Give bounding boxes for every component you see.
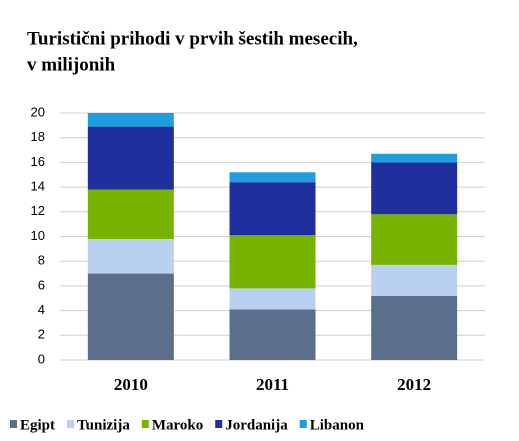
y-tick-label: 8 [38,253,45,268]
bar-segment [87,126,174,190]
bar-segment [229,182,316,236]
bar-segment [371,214,458,265]
legend-label: Jordanija [225,417,288,433]
chart-subtitle: v milijonih [27,54,116,75]
bar-segment [371,264,458,296]
y-tick-label: 10 [31,228,45,243]
legend-label: Egipt [20,417,55,433]
x-tick-label: 2012 [397,375,431,394]
legend-swatch [215,420,223,428]
legend-swatch [299,420,307,428]
bar-segment [229,235,316,289]
bar-segment [371,153,458,163]
y-tick-label: 12 [31,203,45,218]
legend-swatch [141,420,149,428]
bar-segment [229,288,316,310]
y-tick-label: 16 [31,154,45,169]
legend-label: Libanon [310,417,365,433]
bar-segment [87,238,174,274]
y-tick-label: 2 [38,327,45,342]
y-tick-label: 20 [31,104,45,119]
chart-title: Turistični prihodi v prvih šestih meseci… [27,28,358,49]
y-tick-label: 18 [31,129,45,144]
bar-segment [87,273,174,360]
bar-segment [371,295,458,360]
legend-label: Tunizija [77,417,130,433]
x-tick-label: 2011 [256,375,289,394]
y-tick-label: 14 [31,179,45,194]
x-tick-label: 2010 [114,375,148,394]
y-tick-label: 6 [38,277,45,292]
bar-segment [87,113,174,127]
bar-segment [229,172,316,183]
y-tick-label: 0 [38,351,45,366]
legend-label: Maroko [152,417,203,433]
legend-swatch [10,420,17,428]
bar-segment [371,162,458,215]
y-tick-label: 4 [38,302,45,317]
legend-swatch [67,420,75,428]
bar-segment [229,309,316,360]
bar-segment [87,189,174,239]
